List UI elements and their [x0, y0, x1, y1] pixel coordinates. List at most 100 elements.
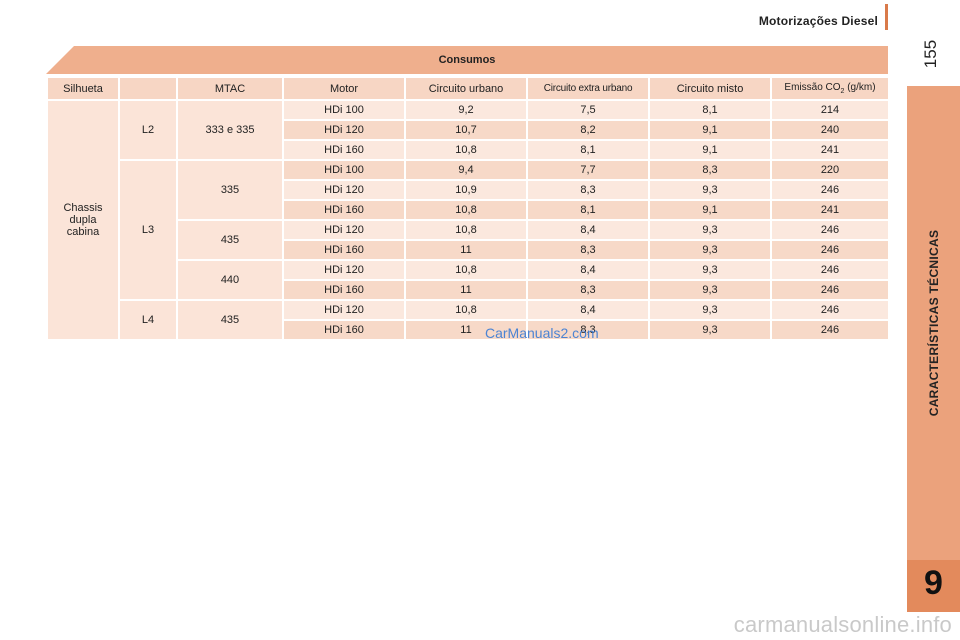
- motor-cell: HDi 120: [282, 299, 406, 321]
- co2-cell: 246: [770, 239, 890, 261]
- urban-cell: 11: [404, 239, 528, 261]
- urban-cell: 11: [404, 279, 528, 301]
- urban-cell: 10,9: [404, 179, 528, 201]
- column-header: Circuito misto: [648, 76, 772, 101]
- table-header-row: Silhueta MTAC Motor Circuito urbano Circ…: [46, 76, 890, 101]
- urban-cell: 10,8: [404, 299, 528, 321]
- extra-urban-cell: 8,1: [526, 199, 650, 221]
- table-caption: Consumos: [438, 54, 496, 66]
- motor-cell: HDi 100: [282, 159, 406, 181]
- urban-cell: 9,2: [404, 99, 528, 121]
- co2-cell: 246: [770, 219, 890, 241]
- extra-urban-cell: 8,2: [526, 119, 650, 141]
- co2-cell: 240: [770, 119, 890, 141]
- co2-cell: 246: [770, 179, 890, 201]
- mtac-cell: 435: [176, 219, 284, 261]
- column-header: Silhueta: [46, 76, 120, 101]
- mixed-cell: 9,3: [648, 239, 772, 261]
- mixed-cell: 9,1: [648, 139, 772, 161]
- mtac-cell: 335: [176, 159, 284, 221]
- mixed-cell: 9,3: [648, 319, 772, 341]
- silhueta-line: dupla: [69, 214, 97, 226]
- motor-cell: HDi 160: [282, 199, 406, 221]
- co2-cell: 246: [770, 299, 890, 321]
- mtac-cell: 435: [176, 299, 284, 341]
- table-row: Chassis dupla cabina L2 333 e 335 HDi 10…: [46, 99, 890, 341]
- motor-cell: HDi 120: [282, 179, 406, 201]
- co2-cell: 246: [770, 259, 890, 281]
- urban-cell: 9,4: [404, 159, 528, 181]
- motor-cell: HDi 160: [282, 239, 406, 261]
- motor-cell: HDi 120: [282, 119, 406, 141]
- column-header: Motor: [282, 76, 406, 101]
- mtac-cell: 333 e 335: [176, 99, 284, 161]
- co2-unit: (g/km): [844, 82, 876, 93]
- mixed-cell: 9,1: [648, 199, 772, 221]
- extra-urban-cell: 7,5: [526, 99, 650, 121]
- mixed-cell: 9,3: [648, 259, 772, 281]
- mixed-cell: 8,3: [648, 159, 772, 181]
- header-rule: [885, 4, 888, 30]
- length-cell: L4: [118, 299, 178, 341]
- extra-urban-cell: 8,1: [526, 139, 650, 161]
- column-header: [118, 76, 178, 101]
- urban-cell: 10,7: [404, 119, 528, 141]
- section-title: Motorizações Diesel: [758, 14, 878, 28]
- mixed-cell: 9,3: [648, 279, 772, 301]
- co2-subscript: 2: [840, 88, 845, 95]
- extra-urban-cell: 8,4: [526, 299, 650, 321]
- co2-cell: 214: [770, 99, 890, 121]
- extra-urban-cell: 8,4: [526, 259, 650, 281]
- co2-cell: 246: [770, 279, 890, 301]
- urban-cell: 10,8: [404, 259, 528, 281]
- motor-cell: HDi 160: [282, 319, 406, 341]
- chapter-number-box: 9: [907, 560, 960, 612]
- co2-cell: 241: [770, 199, 890, 221]
- co2-cell: 246: [770, 319, 890, 341]
- extra-urban-cell: 8,3: [526, 319, 650, 341]
- extra-urban-cell: 8,3: [526, 239, 650, 261]
- co2-label: Emissão CO: [784, 82, 841, 93]
- motor-cell: HDi 120: [282, 259, 406, 281]
- column-header: Circuito extra urbano: [526, 76, 650, 101]
- table-row: L4 435 HDi 120 10,8 8,4 9,3 246: [47, 299, 890, 341]
- mixed-cell: 9,3: [648, 219, 772, 241]
- co2-cell: 241: [770, 139, 890, 161]
- urban-cell: 11: [404, 319, 528, 341]
- silhueta-cell: Chassis dupla cabina: [46, 99, 120, 341]
- urban-cell: 10,8: [404, 219, 528, 241]
- chapter-number: 9: [924, 564, 943, 602]
- page-number: 155: [921, 39, 940, 69]
- urban-cell: 10,8: [404, 139, 528, 161]
- mtac-cell: 440: [176, 259, 284, 301]
- urban-cell: 10,8: [404, 199, 528, 221]
- co2-cell: 220: [770, 159, 890, 181]
- silhueta-line: cabina: [66, 226, 100, 238]
- chapter-side-tab: CARACTERÍSTICAS TÉCNICAS: [907, 86, 960, 560]
- footer-watermark: carmanualsonline.info: [733, 612, 952, 637]
- motor-cell: HDi 100: [282, 99, 406, 121]
- length-cell: L2: [118, 99, 178, 161]
- carmanuals2-watermark: CarManuals2.com: [485, 325, 599, 341]
- extra-urban-cell: 8,3: [526, 279, 650, 301]
- table-row: 440 HDi 120 10,8 8,4 9,3 246: [47, 259, 890, 301]
- mixed-cell: 8,1: [648, 99, 772, 121]
- mixed-cell: 9,3: [648, 299, 772, 321]
- extra-urban-cell: 8,3: [526, 179, 650, 201]
- motor-cell: HDi 120: [282, 219, 406, 241]
- consumption-table: Silhueta MTAC Motor Circuito urbano Circ…: [46, 76, 890, 341]
- table-row: 435 HDi 120 10,8 8,4 9,3 246: [47, 219, 890, 261]
- mixed-cell: 9,1: [648, 119, 772, 141]
- mixed-cell: 9,3: [648, 179, 772, 201]
- table-row: L3 335 HDi 100 9,4 7,7 8,3 220: [47, 159, 890, 301]
- column-header: Circuito urbano: [404, 76, 528, 101]
- silhueta-line: Chassis: [63, 202, 103, 214]
- extra-urban-cell: 7,7: [526, 159, 650, 181]
- extra-urban-cell: 8,4: [526, 219, 650, 241]
- table-caption-band: Consumos: [46, 46, 888, 74]
- column-header: MTAC: [176, 76, 284, 101]
- column-header: Emissão CO2 (g/km): [770, 76, 890, 101]
- chapter-title: CARACTERÍSTICAS TÉCNICAS: [926, 229, 941, 417]
- motor-cell: HDi 160: [282, 139, 406, 161]
- length-cell: L3: [118, 159, 178, 301]
